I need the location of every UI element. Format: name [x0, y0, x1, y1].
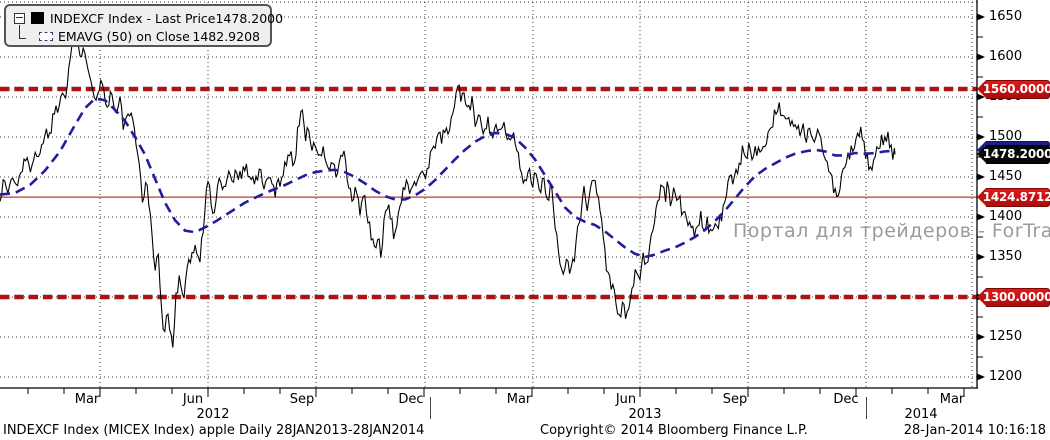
- y-axis-tick-label: 1500: [989, 129, 1023, 144]
- x-axis-year-label: 2013: [628, 407, 662, 422]
- label-arrow-tip: [977, 79, 986, 98]
- x-axis-month-label: Jun: [615, 392, 637, 407]
- legend-label: EMAVG (50) on Close: [58, 28, 190, 44]
- x-axis-month-label: Mar: [939, 392, 965, 407]
- security-description: INDEXCF Index (MICEX Index) apple Daily …: [3, 423, 425, 438]
- ema-series-swatch-icon: [39, 31, 53, 41]
- copyright-text: Copyright© 2014 Bloomberg Finance L.P.: [540, 423, 808, 438]
- y-axis-tick-label: 1250: [989, 329, 1023, 344]
- y-axis-tick-label: 1650: [989, 9, 1023, 24]
- x-axis-month-label: Sep: [722, 392, 748, 407]
- y-axis-tick-label: 1600: [989, 49, 1023, 64]
- watermark: Портал для трейдеров - ForTrader.ru: [733, 220, 1050, 242]
- threshold-price-label: 1300.0000: [977, 287, 1050, 307]
- legend-value: 1482.9208: [192, 28, 260, 44]
- x-axis-month-label: Jun: [182, 392, 204, 407]
- legend-row-ema[interactable]: EMAVG (50) on Close 1482.9208: [14, 27, 264, 45]
- y-axis-tick-label: 1200: [989, 369, 1023, 384]
- x-axis-month-label: Sep: [289, 392, 315, 407]
- legend-tree-connector: [19, 25, 26, 39]
- year-separator: [866, 397, 867, 419]
- x-axis-month-label: Mar: [74, 392, 100, 407]
- status-bar: INDEXCF Index (MICEX Index) apple Daily …: [0, 422, 1050, 440]
- legend-value: 1478.2000: [215, 10, 284, 26]
- legend-row-price[interactable]: INDEXCF Index - Last Price 1478.2000: [14, 9, 283, 27]
- timestamp: 28-Jan-2014 10:16:18: [903, 423, 1046, 438]
- label-arrow-tip: [977, 144, 986, 163]
- chart-legend[interactable]: INDEXCF Index - Last Price 1478.2000 EMA…: [4, 4, 283, 47]
- tree-collapse-icon[interactable]: [14, 12, 25, 24]
- price-series-swatch-icon: [31, 12, 44, 24]
- x-axis-month-label: Dec: [398, 392, 424, 407]
- x-axis-year-label: 2014: [904, 407, 938, 422]
- x-axis-month-label: Mar: [506, 392, 532, 407]
- year-separator: [430, 397, 431, 419]
- threshold-price-label: 1560.0000: [977, 79, 1050, 99]
- y-axis-tick-label: 1400: [989, 209, 1023, 224]
- legend-label: INDEXCF Index - Last Price: [50, 10, 216, 26]
- last-price-label: 1478.2000: [977, 144, 1050, 164]
- chart-canvas[interactable]: [0, 0, 1050, 412]
- x-axis-month-label: Dec: [833, 392, 859, 407]
- x-axis-year-label: 2012: [196, 407, 230, 422]
- threshold-price-label: 1424.8712: [977, 187, 1050, 207]
- y-axis-tick-label: 1350: [989, 249, 1023, 264]
- y-axis-tick-label: 1450: [989, 169, 1023, 184]
